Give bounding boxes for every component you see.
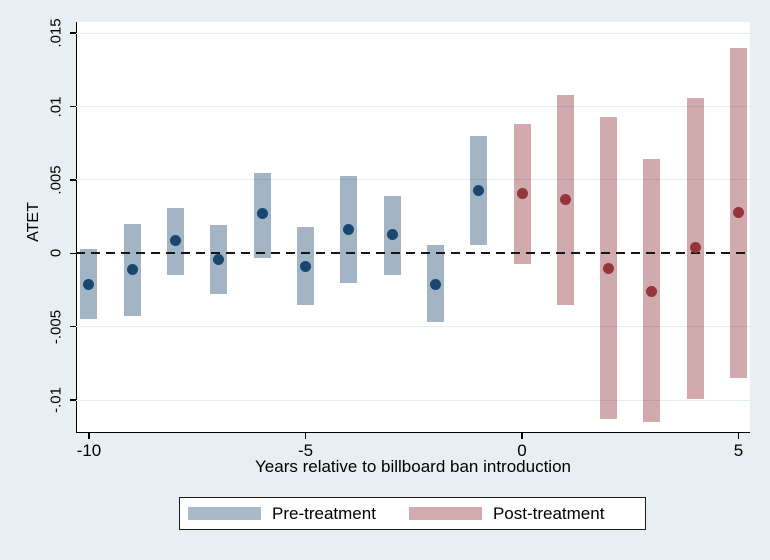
- x-axis-tick: [521, 433, 523, 439]
- gridline: [76, 326, 750, 328]
- gridline: [76, 106, 750, 108]
- y-tick-label: 0: [47, 249, 65, 258]
- legend-item-label: Pre-treatment: [272, 503, 376, 523]
- y-tick-label: .01: [47, 96, 65, 117]
- legend-item: Post-treatment: [408, 503, 605, 524]
- x-tick-label: -5: [297, 441, 314, 460]
- point-estimate-dot: [646, 285, 658, 297]
- y-axis-tick: [70, 325, 76, 328]
- point-estimate-dot: [343, 224, 355, 236]
- legend-item-label: Post-treatment: [492, 503, 605, 523]
- zero-reference-line: [76, 252, 750, 255]
- y-axis-tick: [70, 179, 76, 181]
- point-estimate-dot: [733, 206, 745, 218]
- point-estimate-dot: [559, 193, 571, 205]
- legend-swatch: [188, 507, 261, 520]
- y-tick-label: -.005: [47, 309, 65, 344]
- point-estimate-dot: [429, 278, 441, 290]
- point-estimate-dot: [300, 261, 311, 273]
- y-axis-tick: [70, 252, 76, 255]
- point-estimate-dot: [603, 262, 615, 274]
- point-estimate-dot: [213, 253, 225, 265]
- y-axis-title: ATET: [25, 202, 42, 242]
- x-tick-label: -10: [76, 441, 102, 460]
- point-estimate-dot: [386, 228, 398, 240]
- legend-swatch: [408, 507, 482, 520]
- plot-area: [76, 22, 750, 433]
- point-estimate-dot: [83, 278, 95, 290]
- point-estimate-dot: [473, 184, 485, 196]
- point-estimate-dot: [126, 263, 138, 275]
- gridline: [76, 399, 750, 401]
- y-tick-label: -.01: [47, 387, 65, 414]
- point-estimate-dot: [256, 208, 268, 220]
- y-axis-tick: [70, 105, 76, 108]
- x-axis-tick: [304, 433, 307, 439]
- point-estimate-dot: [516, 187, 528, 199]
- legend-item: Pre-treatment: [188, 504, 376, 524]
- gridline: [76, 32, 750, 34]
- x-axis-title: Years relative to billboard ban introduc…: [255, 457, 571, 476]
- y-tick-label: .015: [47, 18, 65, 48]
- y-tick-label: .005: [47, 165, 65, 195]
- y-axis-tick: [70, 32, 76, 34]
- point-estimate-dot: [689, 241, 701, 253]
- x-tick-label: 0: [517, 441, 527, 460]
- x-axis-tick: [737, 433, 740, 439]
- point-estimate-dot: [170, 234, 182, 246]
- x-axis-tick: [88, 433, 90, 439]
- legend: Pre-treatment Post-treatment: [179, 497, 646, 530]
- x-tick-label: 5: [733, 441, 744, 460]
- gridline: [76, 179, 750, 181]
- y-axis-tick: [70, 399, 76, 401]
